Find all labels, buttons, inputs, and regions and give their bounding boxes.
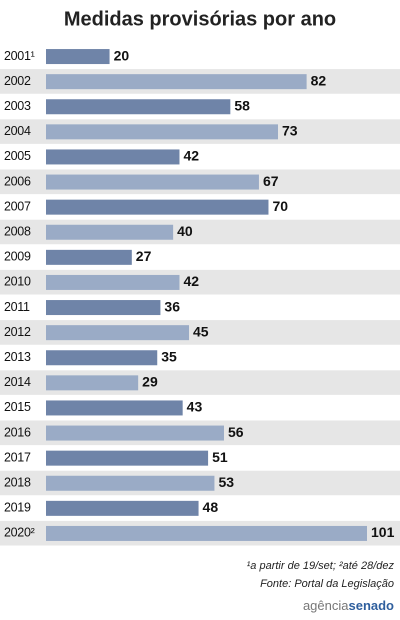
- value-label: 53: [218, 474, 234, 490]
- bar: [46, 500, 199, 516]
- category-label: 2020²: [4, 526, 35, 540]
- category-label: 2014: [4, 375, 31, 389]
- category-label: 2004: [4, 124, 31, 138]
- category-label: 2013: [4, 350, 31, 364]
- category-label: 2002: [4, 74, 31, 88]
- bar: [46, 99, 231, 115]
- value-label: 20: [114, 47, 130, 63]
- footnote: ¹a partir de 19/set; ²até 28/dez: [247, 560, 395, 572]
- value-label: 56: [228, 424, 244, 440]
- category-label: 2009: [4, 250, 31, 264]
- value-label: 35: [161, 348, 177, 364]
- bar: [46, 274, 180, 290]
- category-label: 2003: [4, 99, 31, 113]
- bar: [46, 450, 209, 466]
- logo-part: senado: [348, 598, 394, 613]
- category-label: 2018: [4, 476, 31, 490]
- category-label: 2008: [4, 225, 31, 239]
- value-label: 51: [212, 449, 228, 465]
- bar: [46, 400, 183, 416]
- category-label: 2011: [4, 300, 30, 314]
- value-label: 67: [263, 173, 279, 189]
- value-label: 27: [136, 248, 152, 264]
- logo-part: agência: [303, 598, 349, 613]
- category-label: 2012: [4, 325, 31, 339]
- value-label: 43: [187, 399, 203, 415]
- value-label: 42: [183, 148, 199, 164]
- value-label: 40: [177, 223, 193, 239]
- bar: [46, 375, 139, 391]
- value-label: 29: [142, 374, 158, 390]
- category-label: 2006: [4, 174, 31, 188]
- chart-title: Medidas provisórias por ano: [64, 8, 336, 30]
- value-label: 58: [234, 97, 250, 113]
- bar: [46, 300, 161, 316]
- source: Fonte: Portal da Legislação: [260, 578, 394, 590]
- value-label: 82: [311, 72, 327, 88]
- rows: 2001¹ 20 2002 82 2003 58 2004 73 2005 42 2006 67 200…: [0, 47, 400, 547]
- bar: [46, 475, 215, 491]
- value-label: 73: [282, 123, 298, 139]
- value-label: 36: [164, 298, 180, 314]
- logo: agênciasenado: [303, 598, 394, 613]
- category-label: 2001¹: [4, 49, 35, 63]
- category-label: 2017: [4, 450, 31, 464]
- bar: [46, 174, 259, 190]
- bar: [46, 49, 110, 65]
- category-label: 2005: [4, 149, 31, 163]
- category-label: 2007: [4, 199, 31, 213]
- bar: [46, 425, 224, 441]
- bar: [46, 124, 279, 140]
- bar: [46, 224, 174, 240]
- category-label: 2019: [4, 501, 31, 515]
- bar: [46, 525, 367, 541]
- category-label: 2015: [4, 400, 31, 414]
- category-label: 2010: [4, 275, 31, 289]
- bar: [46, 350, 158, 366]
- value-label: 70: [272, 198, 288, 214]
- bar: [46, 325, 190, 341]
- bar: [46, 199, 269, 215]
- bar: [46, 249, 132, 265]
- bar: [46, 74, 307, 90]
- bar: [46, 149, 180, 165]
- category-label: 2016: [4, 425, 31, 439]
- value-label: 101: [371, 524, 395, 540]
- value-label: 45: [193, 323, 209, 339]
- value-label: 42: [183, 273, 199, 289]
- value-label: 48: [203, 499, 219, 515]
